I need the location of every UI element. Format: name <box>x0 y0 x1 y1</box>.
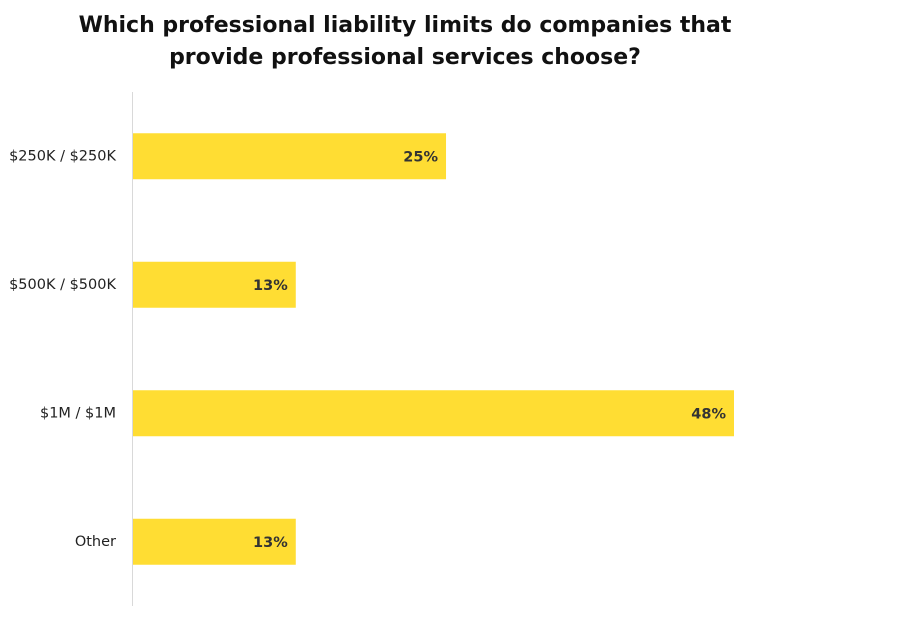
bar-3 <box>133 390 734 437</box>
bar-4 <box>133 518 296 565</box>
bars-layer: $250K / $250K 25% $500K / $500K 13% $1M / $1… <box>9 133 734 565</box>
chart-title: Which professional liability limits do c… <box>78 13 732 70</box>
value-label-1: 25% <box>403 149 438 165</box>
category-label-3: $1M / $1M <box>40 405 116 421</box>
category-label-1: $250K / $250K <box>9 148 116 164</box>
category-label-2: $500K / $500K <box>9 277 116 293</box>
value-label-2: 13% <box>253 278 288 294</box>
value-label-4: 13% <box>253 535 288 551</box>
value-label-3: 48% <box>691 406 726 422</box>
bar-2 <box>133 261 296 308</box>
category-label-4: Other <box>75 534 116 550</box>
bar-1 <box>133 133 447 180</box>
